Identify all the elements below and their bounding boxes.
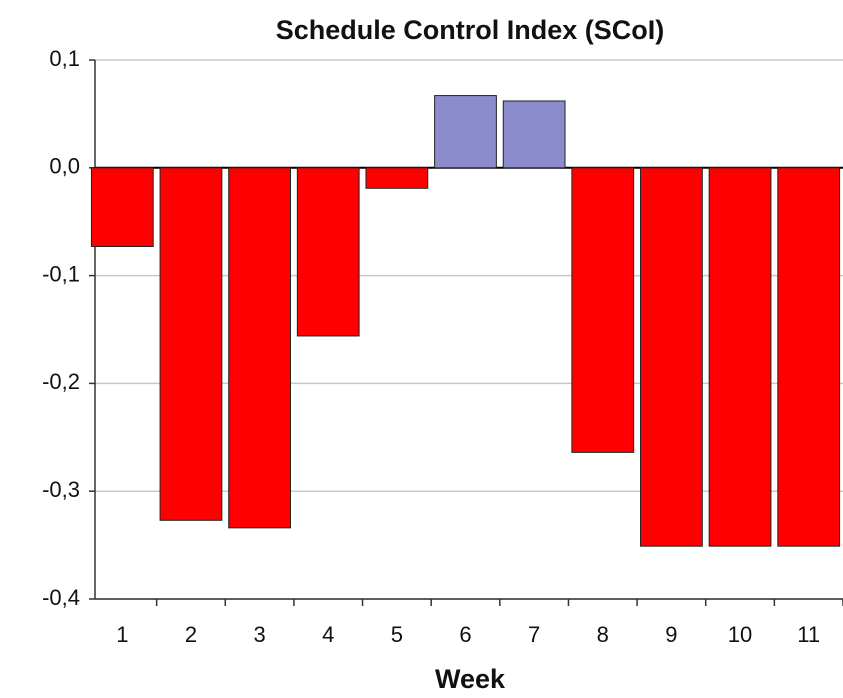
x-tick-label: 2 xyxy=(185,622,197,647)
x-tick-label: 4 xyxy=(322,622,334,647)
bar xyxy=(228,167,291,529)
x-tick-label: 11 xyxy=(797,622,820,647)
x-tick-label: 5 xyxy=(391,622,403,647)
x-tick-label: 3 xyxy=(253,622,265,647)
bar xyxy=(777,167,841,547)
x-tick-label: 8 xyxy=(597,622,609,647)
y-tick-label: -0,2 xyxy=(42,369,80,394)
bar xyxy=(365,167,429,189)
bar xyxy=(502,100,566,169)
bar xyxy=(296,167,360,337)
x-tick-label: 10 xyxy=(728,622,752,647)
y-tick-label: 0,0 xyxy=(49,154,80,179)
y-tick-label: -0,4 xyxy=(42,585,80,610)
x-tick-label: 6 xyxy=(459,622,471,647)
bar xyxy=(640,167,703,547)
y-tick-label: -0,3 xyxy=(42,477,80,502)
bar xyxy=(90,167,154,247)
bar xyxy=(159,167,223,521)
x-tick-label: 7 xyxy=(528,622,540,647)
x-tick-label: 9 xyxy=(665,622,677,647)
x-axis-label: Week xyxy=(435,664,506,694)
bar xyxy=(571,167,635,453)
bar xyxy=(708,167,772,547)
bar xyxy=(434,95,497,169)
x-tick-label: 1 xyxy=(116,622,128,647)
y-tick-label: 0,1 xyxy=(49,46,80,71)
y-tick-label: -0,1 xyxy=(42,261,80,286)
chart-title: Schedule Control Index (SCoI) xyxy=(276,15,665,45)
